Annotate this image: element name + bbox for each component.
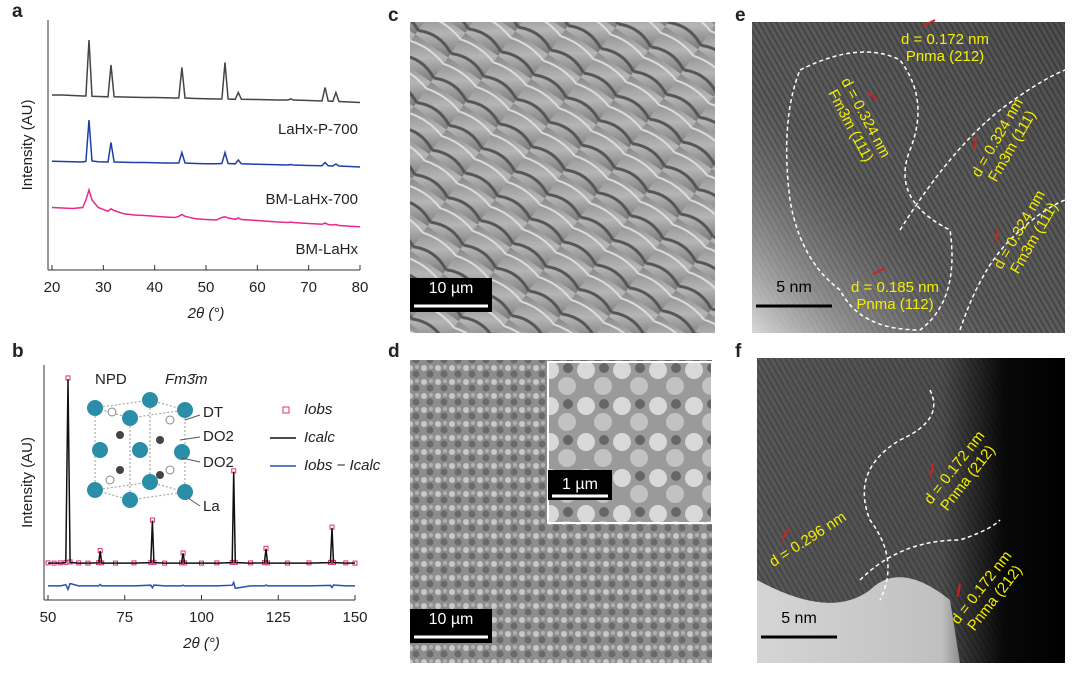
legend-label: Iobs − Icalc [304, 457, 381, 474]
panel-label: d [388, 341, 400, 362]
panel-label: b [12, 341, 24, 362]
legend-marker [282, 406, 290, 414]
lattice-mark [929, 463, 935, 477]
series-label: LaHx-P-700 [278, 121, 358, 138]
x-tick-label: 30 [95, 279, 112, 296]
inset-scale-bar-label: 1 µm [562, 476, 598, 493]
lattice-mark [973, 136, 977, 151]
crystal-structure [87, 392, 201, 508]
image-f [757, 358, 1065, 663]
x-tick-label: 125 [266, 609, 291, 626]
lattice-mark [872, 267, 886, 275]
x-tick-label: 70 [300, 279, 317, 296]
scale-bar-label: 5 nm [776, 279, 812, 296]
atom-label: La [203, 498, 220, 515]
x-tick-label: 75 [116, 609, 133, 626]
lattice-mark [956, 583, 962, 597]
panel-label: e [735, 5, 746, 26]
annotation-text: Pnma (112) [856, 296, 933, 313]
y-axis-label: Intensity (AU) [19, 437, 36, 528]
atom-label: DO2 [203, 428, 234, 445]
series-label: BM-LaHx-700 [265, 191, 358, 208]
atom-label: DT [203, 404, 223, 421]
series-label: BM-LaHx [295, 241, 358, 258]
x-axis-label: 2θ (°) [182, 635, 220, 652]
annotation-text: d = 0.185 nm [851, 279, 939, 296]
annotation-text: d = 0.172 nm [901, 31, 989, 48]
x-axis-label: 2θ (°) [187, 305, 225, 322]
series-line [52, 39, 361, 104]
legend-label: Iobs [304, 401, 333, 418]
lattice-mark [781, 528, 790, 541]
scale-bar-label: 10 µm [429, 280, 474, 297]
series-line [51, 187, 361, 228]
lattice-mark [922, 19, 936, 27]
legend-label: Icalc [304, 429, 335, 446]
y-axis-label: Intensity (AU) [19, 100, 36, 191]
series-line [48, 580, 355, 592]
x-tick-label: 150 [342, 609, 367, 626]
series-line [51, 119, 361, 168]
inset-subtitle: Fm3̄m [165, 371, 208, 388]
x-tick-label: 50 [40, 609, 57, 626]
atom-label: DO2 [203, 454, 234, 471]
panel-label: a [12, 1, 23, 22]
scale-bar-label: 10 µm [429, 611, 474, 628]
x-tick-label: 40 [146, 279, 163, 296]
lattice-mark [995, 228, 999, 243]
x-tick-label: 20 [44, 279, 61, 296]
x-tick-label: 60 [249, 279, 266, 296]
x-tick-label: 80 [352, 279, 369, 296]
x-tick-label: 50 [198, 279, 215, 296]
panel-label: f [735, 341, 742, 362]
annotation-text: Pnma (212) [906, 48, 984, 65]
series-line [48, 379, 355, 564]
panel-label: c [388, 5, 399, 26]
image-e [752, 22, 1066, 333]
x-tick-label: 100 [189, 609, 214, 626]
scale-bar-label: 5 nm [781, 610, 817, 627]
lattice-mark [866, 91, 879, 101]
inset-title: NPD [95, 371, 127, 388]
